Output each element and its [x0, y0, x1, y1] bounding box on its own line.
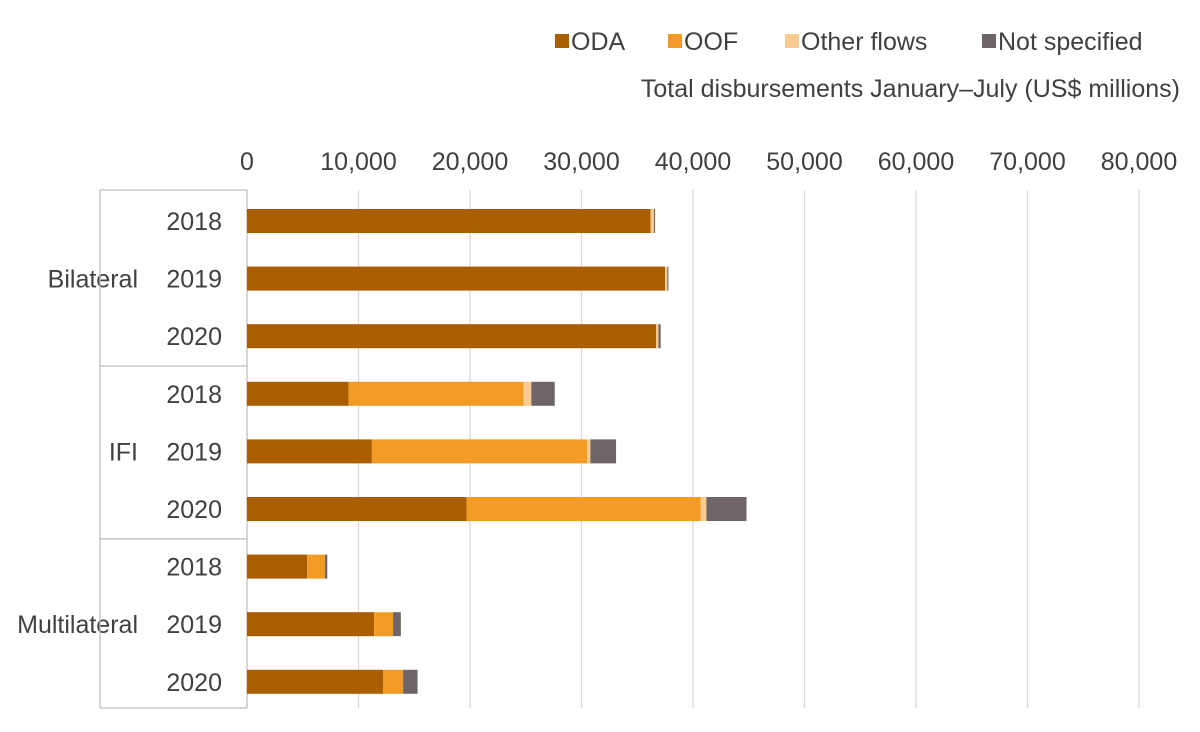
bar-segment-not-specified [393, 612, 401, 637]
group-label: IFI [109, 438, 138, 466]
bar-segment-oof [348, 381, 524, 406]
bar-segment-oof [383, 669, 404, 694]
bar-segment-oof [371, 439, 588, 464]
legend-label: OOF [684, 28, 738, 56]
bar-segment-not-specified [403, 669, 418, 694]
bar-segment-not-specified [658, 324, 661, 349]
bar-segment-oda [247, 381, 349, 406]
bar-segment-oof [374, 612, 394, 637]
bar-segment-other-flows [665, 266, 668, 291]
category-label: 2018 [166, 381, 222, 409]
x-tick-label: 0 [240, 148, 254, 176]
group-label: Multilateral [17, 611, 138, 639]
x-tick-label: 80,000 [1101, 148, 1177, 176]
bar-segment-not-specified [653, 209, 656, 233]
category-label: 2020 [166, 496, 222, 524]
category-label: 2019 [166, 438, 222, 466]
group-label: Bilateral [48, 266, 138, 294]
bar-segment-oda [247, 497, 467, 521]
x-tick-label: 40,000 [655, 148, 731, 176]
bar-segment-oda [247, 439, 372, 464]
legend-label: ODA [571, 28, 626, 56]
legend-label: Not specified [998, 28, 1143, 56]
category-label: 2018 [166, 208, 222, 236]
bar-segment-not-specified [325, 554, 328, 579]
bars [247, 209, 747, 694]
axis-title: Total disbursements January–July (US$ mi… [641, 75, 1180, 103]
x-tick-label: 50,000 [766, 148, 842, 176]
bar-segment-oof [307, 554, 326, 579]
bar-segment-not-specified [667, 266, 669, 291]
x-tick-label: 10,000 [320, 148, 396, 176]
bar-segment-oof [466, 497, 701, 521]
category-label: 2018 [166, 554, 222, 582]
legend-swatch [668, 34, 682, 48]
legend: ODA OOF Other flows Not specified [555, 28, 1143, 56]
category-label: 2019 [166, 266, 222, 294]
x-tick-label: 70,000 [989, 148, 1065, 176]
legend-swatch [982, 34, 996, 48]
bar-segment-oda [247, 612, 375, 637]
bar-segment-other-flows [523, 381, 532, 406]
bar-segment-oda [247, 266, 666, 291]
x-axis-ticks: 0 10,000 20,000 30,000 40,000 50,000 60,000 70,… [240, 148, 1177, 176]
bar-segment-oda [247, 554, 308, 579]
bar-segment-oda [247, 209, 651, 233]
x-tick-label: 60,000 [878, 148, 954, 176]
category-label: 2020 [166, 669, 222, 697]
legend-label: Other flows [801, 28, 927, 56]
bar-segment-other-flows [700, 497, 707, 521]
bar-segment-oda [247, 669, 384, 694]
x-tick-label: 30,000 [543, 148, 619, 176]
category-label: 2020 [166, 323, 222, 351]
x-tick-label: 20,000 [432, 148, 508, 176]
bar-segment-other-flows [650, 209, 654, 233]
legend-swatch [555, 34, 569, 48]
bar-segment-oda [247, 324, 657, 349]
bar-segment-other-flows [587, 439, 591, 464]
category-label: 2019 [166, 611, 222, 639]
bar-segment-other-flows [656, 324, 659, 349]
bar-segment-not-specified [590, 439, 617, 464]
bar-segment-not-specified [706, 497, 747, 521]
legend-swatch [785, 34, 799, 48]
bar-segment-not-specified [531, 381, 555, 406]
category-axis: 2018 2019 2020 Bilateral 2018 2019 2020 IFI 2018… [17, 189, 247, 709]
